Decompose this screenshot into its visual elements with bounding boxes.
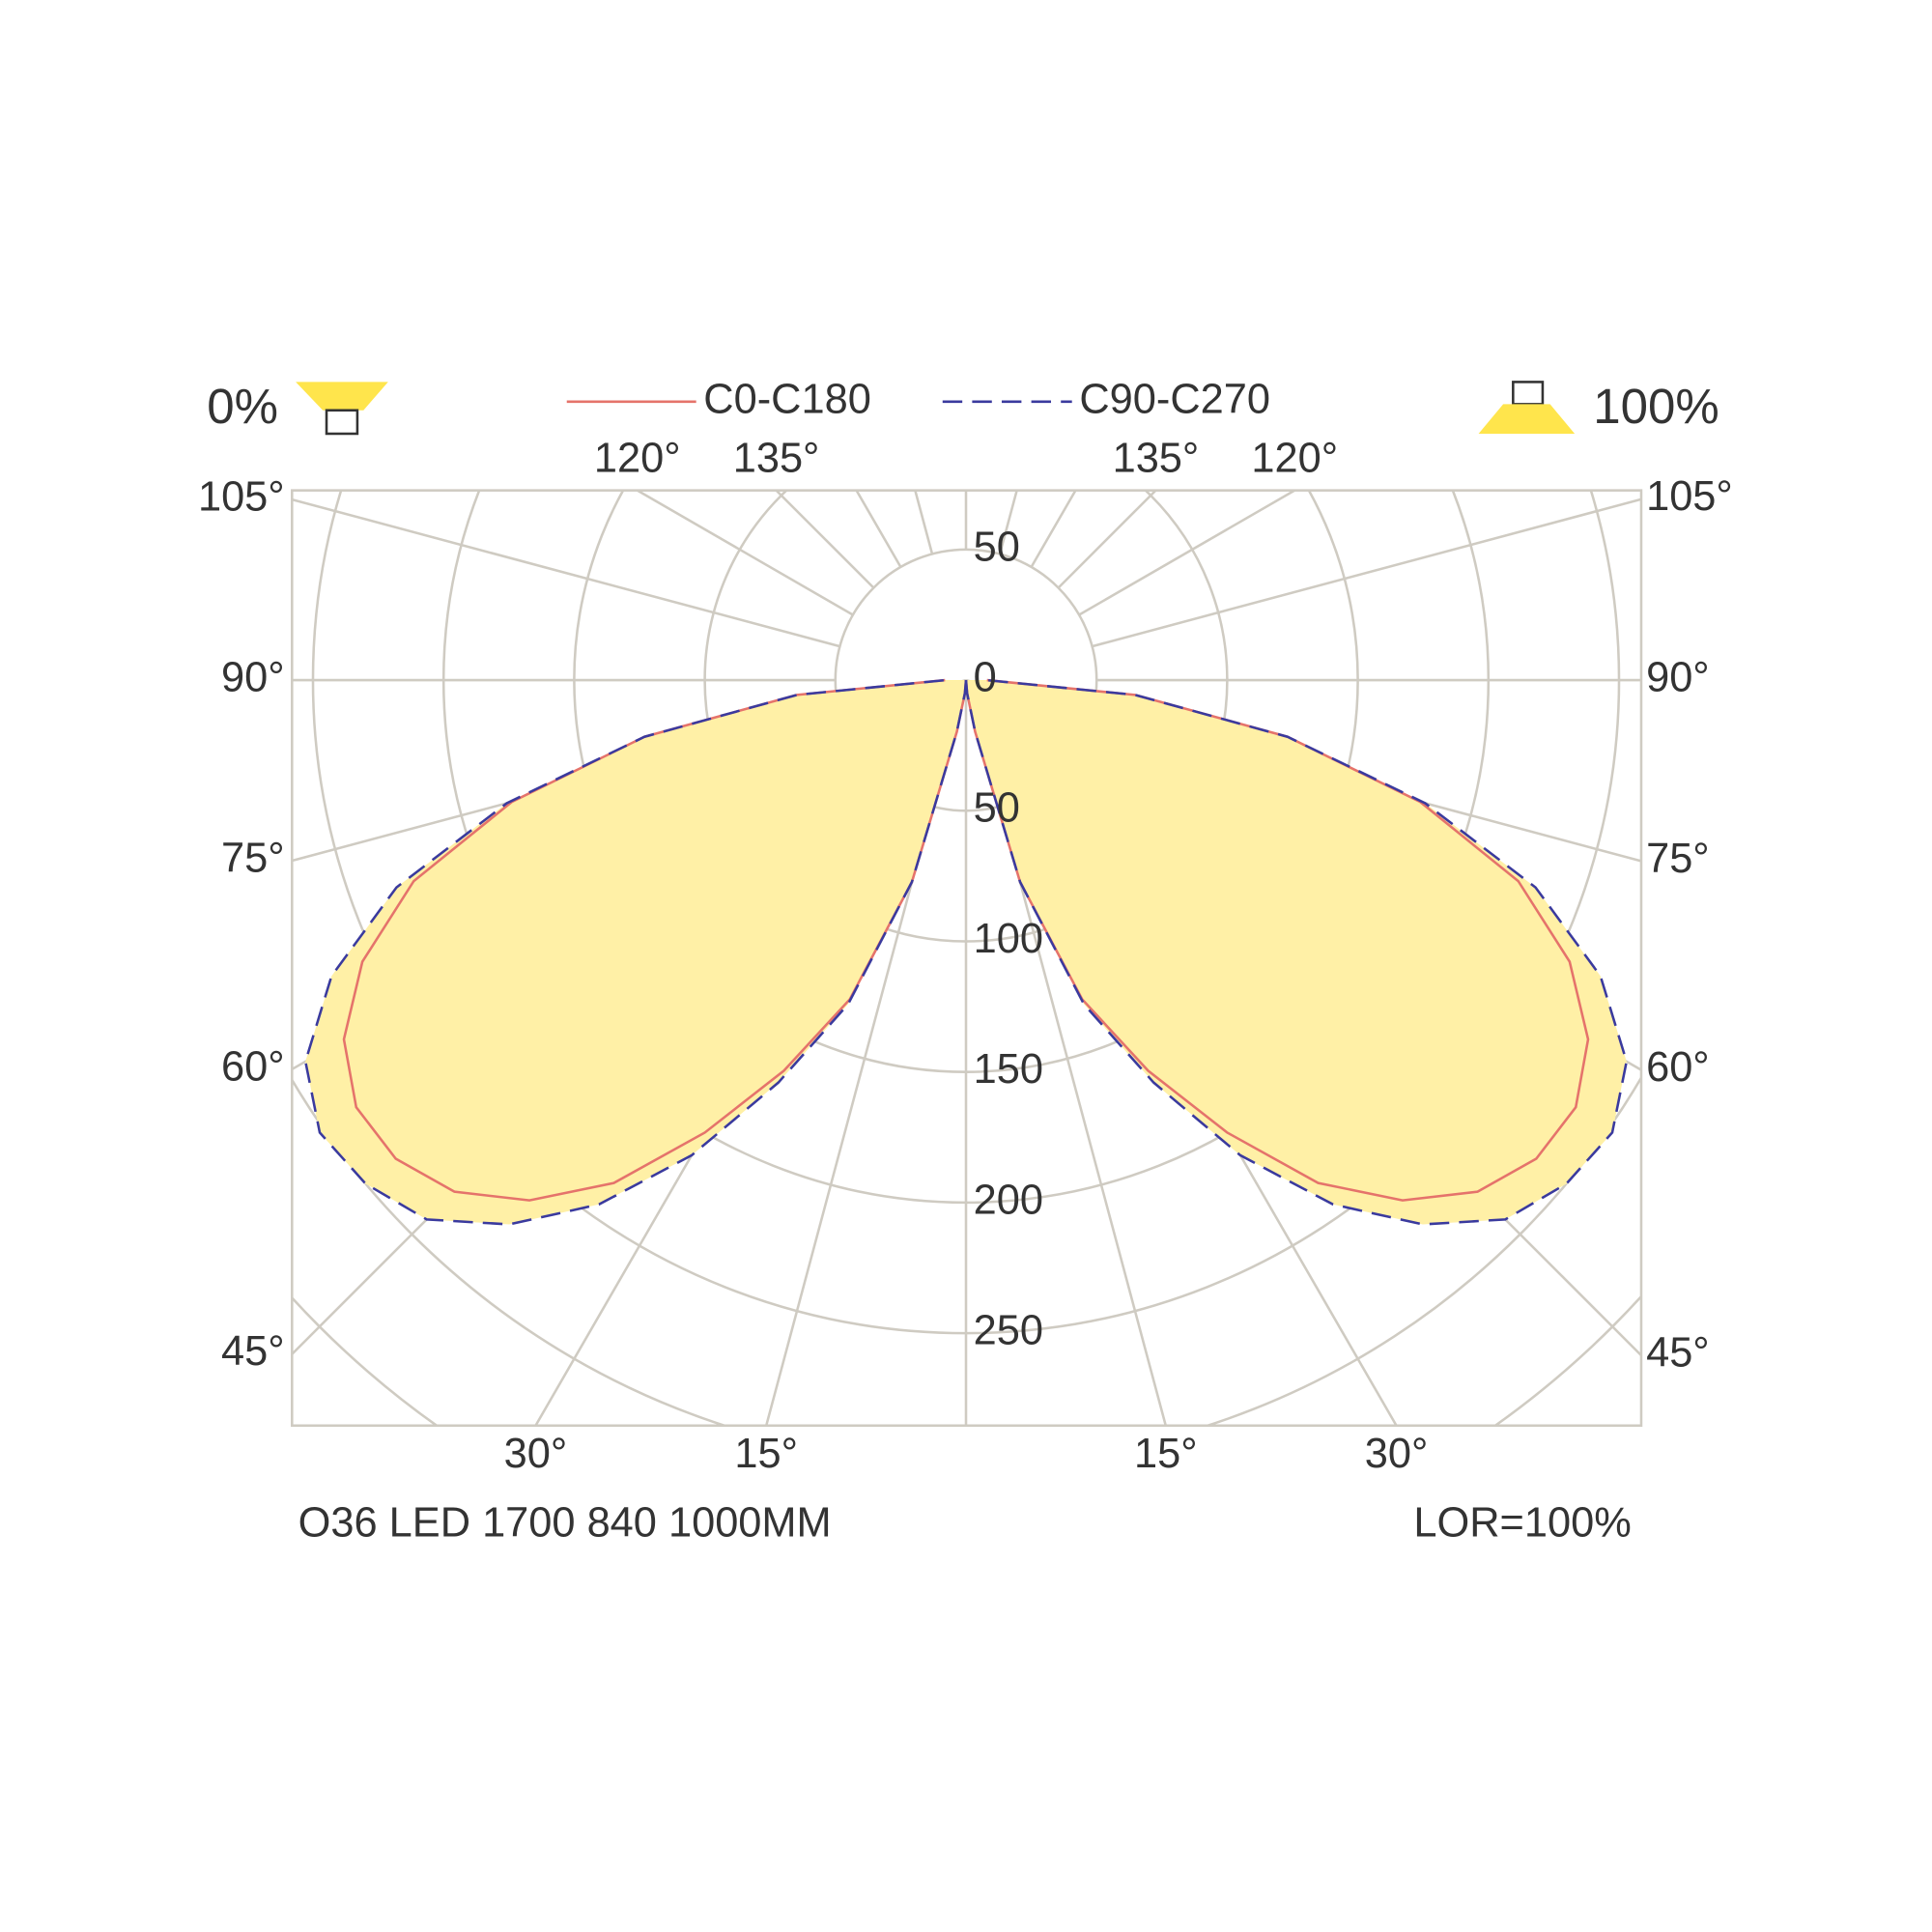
upward-icon-box	[325, 409, 359, 436]
lor-label: LOR=100%	[1413, 1500, 1631, 1547]
r-tick-label: 50	[974, 785, 1020, 832]
angle-tick-label: 30°	[1365, 1431, 1429, 1477]
angle-tick-label: 45°	[1646, 1330, 1710, 1377]
angle-tick-label: 60°	[221, 1043, 285, 1090]
angle-tick-label: 90°	[221, 655, 285, 701]
angle-tick-label: 75°	[221, 835, 285, 881]
r-tick-label: 50	[974, 524, 1020, 570]
angle-tick-label: 45°	[221, 1328, 285, 1375]
r-tick-label: 250	[974, 1308, 1043, 1354]
angle-tick-label: 15°	[734, 1431, 798, 1477]
upward-label: 0%	[207, 379, 278, 434]
chart-title: O36 LED 1700 840 1000MM	[298, 1500, 832, 1547]
grid-spoke	[635, 490, 854, 616]
upward-icon	[296, 382, 388, 411]
series-area	[966, 680, 1627, 1225]
grid-spoke	[1078, 490, 1297, 616]
grid-spoke	[292, 497, 840, 648]
r-tick-label: 0	[974, 655, 997, 701]
downward-icon-box	[1512, 381, 1545, 406]
legend-label: C90-C270	[1079, 376, 1270, 422]
legend-label: C0-C180	[703, 376, 871, 422]
angle-tick-label: 15°	[1134, 1431, 1198, 1477]
angle-tick-label: 30°	[504, 1431, 568, 1477]
series-line	[964, 678, 1629, 1226]
angle-tick-label: 105°	[198, 474, 285, 521]
angle-tick-label: 135°	[1113, 435, 1200, 481]
series-area	[305, 680, 966, 1225]
plot-area	[292, 490, 1641, 1426]
angle-tick-label: 105°	[1646, 473, 1733, 520]
angle-tick-label: 120°	[594, 435, 681, 481]
angle-tick-label: 120°	[1251, 435, 1338, 481]
grid-spoke	[1092, 497, 1641, 648]
plot-frame	[291, 489, 1643, 1428]
r-tick-label: 150	[974, 1046, 1043, 1093]
series-line	[303, 678, 968, 1226]
angle-tick-label: 75°	[1646, 836, 1710, 882]
r-tick-label: 100	[974, 916, 1043, 962]
downward-icon	[1478, 404, 1576, 434]
downward-label: 100%	[1593, 379, 1719, 434]
angle-tick-label: 90°	[1646, 655, 1710, 701]
angle-tick-label: 60°	[1646, 1044, 1710, 1091]
angle-tick-label: 135°	[733, 435, 820, 481]
r-tick-label: 200	[974, 1177, 1043, 1223]
